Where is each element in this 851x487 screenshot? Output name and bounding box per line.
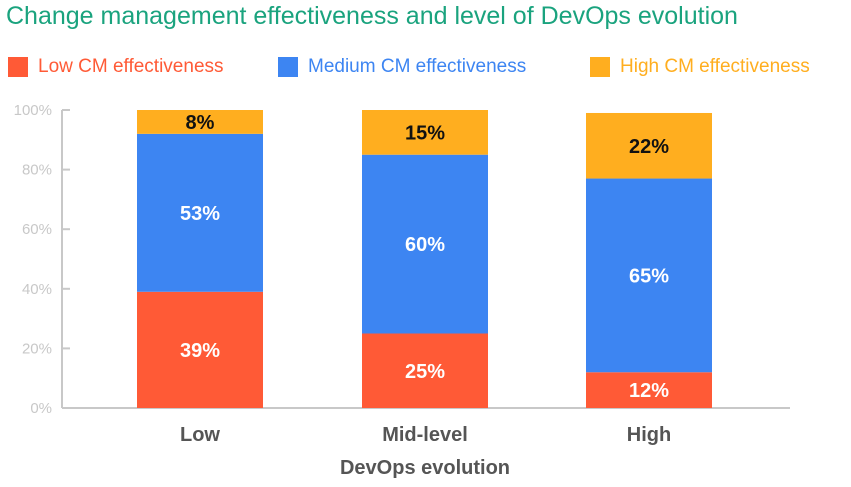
y-tick-label: 100%	[14, 102, 52, 119]
chart-title: Change management effectiveness and leve…	[6, 2, 738, 30]
y-tick-label: 80%	[22, 162, 52, 179]
legend-item-low: Low CM effectiveness	[8, 56, 224, 78]
x-axis-title: DevOps evolution	[340, 457, 510, 479]
data-label: 53%	[180, 203, 220, 225]
bar-segment-medium	[586, 178, 712, 373]
x-tick-label: High	[627, 424, 671, 446]
x-tick-label: Low	[180, 424, 220, 446]
data-label: 60%	[405, 234, 445, 256]
bar-segment-low	[137, 291, 263, 408]
legend-swatch-high	[590, 57, 610, 77]
bar-segment-low	[362, 333, 488, 408]
bar-segment-low	[586, 372, 712, 408]
data-label: 65%	[629, 265, 669, 287]
legend-item-high: High CM effectiveness	[590, 56, 810, 78]
legend-label-high: High CM effectiveness	[620, 56, 810, 77]
y-tick-label: 40%	[22, 281, 52, 298]
bar-segment-high	[362, 110, 488, 155]
data-label: 25%	[405, 361, 445, 383]
legend-item-medium: Medium CM effectiveness	[278, 56, 526, 78]
data-label: 22%	[629, 136, 669, 158]
bar-segment-medium	[137, 133, 263, 292]
bar-segment-medium	[362, 154, 488, 334]
y-tick-label: 0%	[30, 400, 52, 417]
data-label: 39%	[180, 340, 220, 362]
legend-label-low: Low CM effectiveness	[38, 56, 224, 77]
legend-label-medium: Medium CM effectiveness	[308, 56, 527, 77]
legend-swatch-medium	[278, 57, 298, 77]
bar-segment-high	[137, 110, 263, 134]
x-tick-label: Mid-level	[382, 424, 468, 446]
data-label: 8%	[186, 112, 215, 134]
y-tick-label: 20%	[22, 340, 52, 357]
data-label: 12%	[629, 380, 669, 402]
y-tick-label: 60%	[22, 221, 52, 238]
legend-swatch-low	[8, 57, 28, 77]
data-label: 15%	[405, 122, 445, 144]
bar-segment-high	[586, 112, 712, 179]
